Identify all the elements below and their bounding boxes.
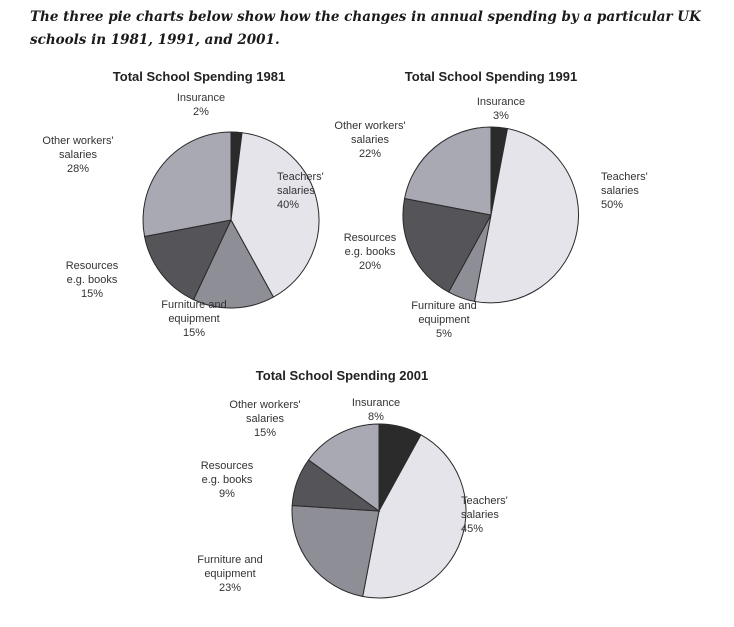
slice-label-insurance: Insurance 8% [352,397,400,423]
pie-slice-resources [402,197,492,293]
slice-label-other-workers: Other workers' salaries 15% [229,399,300,439]
pie-slice-resources [143,219,232,301]
slice-label-teachers: Teachers' salaries 50% [601,171,648,211]
slice-label-other-workers: Other workers' salaries 22% [334,120,405,160]
pie-chart-figure: Total School Spending 1981 Insurance 2% Tea… [36,58,676,624]
slice-label-teachers: Teachers' salaries 45% [461,495,508,535]
pie-chart-1: Total School Spending 1981 Insurance 2% Tea… [42,69,323,339]
slice-label-furniture-and: Furniture and equipment 5% [411,300,476,340]
pie-slice-other-workers [403,126,492,216]
slice-label-furniture-and: Furniture and equipment 15% [161,299,226,339]
pie-slice-other-workers [142,131,232,238]
slice-label-resources: Resources e.g. books 20% [344,232,397,272]
pie-slice-teachers [230,132,320,298]
pie-slice-furniture-and [291,505,380,598]
pie-slice-teachers [362,434,467,599]
pie-slice-other-workers [307,423,380,512]
slice-label-resources: Resources e.g. books 15% [66,260,119,300]
chart-title: Total School Spending 1991 [405,69,577,84]
slice-label-furniture-and: Furniture and equipment 23% [197,554,262,594]
slice-label-insurance: Insurance 3% [477,96,525,122]
pie-charts-svg: Total School Spending 1981 Insurance 2% Tea… [42,69,648,599]
pie-chart-2: Total School Spending 1991 Insurance 3% Tea… [334,69,647,340]
pie-slice-teachers [473,127,580,304]
chart-title: Total School Spending 2001 [256,368,428,383]
slice-label-resources: Resources e.g. books 9% [201,460,254,500]
pie-chart-3: Total School Spending 2001 Insurance 8% Tea… [197,368,508,599]
intro-text: The three pie charts below show how the … [30,9,701,48]
slice-label-other-workers: Other workers' salaries 28% [42,135,113,175]
pie-slice-furniture-and [192,218,275,309]
chart-title: Total School Spending 1981 [113,69,285,84]
slice-label-teachers: Teachers' salaries 40% [277,171,324,211]
slice-label-insurance: Insurance 2% [177,92,225,118]
